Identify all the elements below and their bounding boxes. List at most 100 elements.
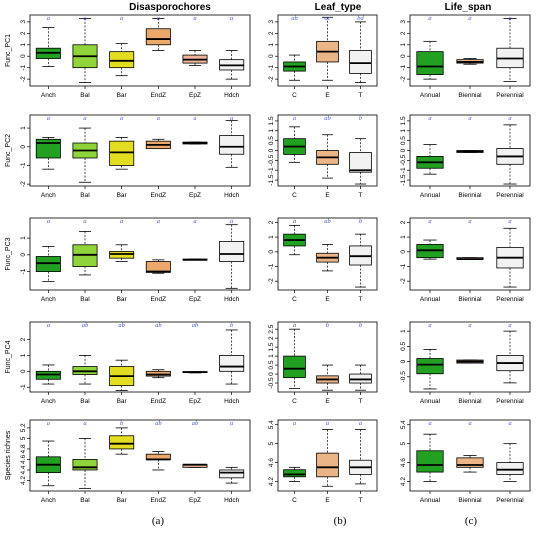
box-hdch: a Hdch	[219, 115, 245, 199]
x-tick-label: Bal	[80, 497, 90, 504]
significance-letter: a	[47, 15, 50, 22]
significance-letter: a	[293, 115, 296, 122]
y-tick-label: -2	[20, 181, 27, 187]
y-tick-label: 0.5	[268, 360, 275, 369]
y-tick-label: 0.5	[400, 136, 407, 145]
box-perennial: a Perennial	[496, 218, 524, 303]
box-perennial: a Perennial	[496, 115, 524, 199]
box-epz: ab EpZ	[182, 420, 208, 504]
x-tick-label: Anch	[41, 497, 56, 504]
panel-4-2: 4.2 4.6 5 5.4 a Annual a Biennial a Perennial	[400, 419, 531, 504]
y-tick-label: -1	[400, 263, 407, 269]
x-tick-label: Anch	[41, 192, 56, 199]
x-tick-label: EpZ	[189, 192, 201, 199]
y-tick-label: 4.8	[20, 444, 27, 453]
significance-letter: ab	[82, 322, 89, 329]
significance-letter: a	[157, 218, 160, 225]
box-t: bd T	[349, 15, 372, 99]
box-iqr	[316, 452, 339, 478]
x-tick-label: EndZ	[151, 192, 167, 199]
x-tick-label: Perennial	[496, 92, 524, 99]
significance-letter: a	[293, 218, 296, 225]
significance-letter: a	[157, 115, 160, 122]
significance-letter: a	[359, 420, 362, 427]
y-tick-label: 0	[20, 54, 27, 58]
y-tick-label: -2	[268, 278, 275, 284]
y-tick-label: -0.5	[400, 371, 407, 383]
y-tick-label: 1.5	[400, 116, 407, 125]
y-tick-label: 1	[20, 236, 27, 240]
box-perennial: a Perennial	[496, 322, 524, 405]
box-anch: a Anch	[35, 322, 61, 405]
y-tick-label: 4.6	[400, 458, 407, 467]
y-tick-label: 3	[268, 20, 275, 24]
box-epz: a EpZ	[182, 115, 208, 199]
box-biennial: a Biennial	[456, 115, 484, 199]
significance-letter: ab	[155, 420, 162, 427]
y-tick-label: 0	[268, 54, 275, 58]
y-tick-label: -2	[400, 76, 407, 82]
significance-letter: a	[468, 15, 471, 22]
significance-letter: a	[293, 322, 296, 329]
y-tick-label: 1	[268, 354, 275, 358]
box-anch: a Anch	[35, 218, 61, 303]
significance-letter: a	[428, 218, 431, 225]
y-tick-label: -1	[400, 64, 407, 70]
box-iqr	[416, 51, 444, 75]
significance-letter: b	[359, 218, 363, 225]
box-iqr	[416, 358, 444, 375]
y-tick-label: 1	[268, 129, 275, 133]
x-tick-label: Bar	[117, 92, 128, 99]
box-endz: a EndZ	[145, 115, 171, 199]
y-tick-label: -0.5	[400, 154, 407, 166]
box-bar: a Bar	[109, 218, 135, 303]
plot-frame	[29, 419, 251, 492]
plot-frame	[29, 321, 251, 393]
x-tick-label: EndZ	[151, 296, 167, 303]
x-tick-label: Perennial	[496, 192, 524, 199]
x-tick-label: Hdch	[224, 296, 240, 303]
box-hdch: a Hdch	[219, 420, 245, 504]
y-tick-label: -1	[268, 64, 275, 70]
significance-letter: ab	[155, 322, 162, 329]
box-biennial: a Biennial	[456, 218, 484, 303]
box-annual: a Annual	[416, 115, 444, 199]
plot-frame	[29, 14, 251, 87]
significance-letter: b	[359, 115, 363, 122]
panel-label-c: (c)	[465, 515, 478, 527]
x-tick-label: Hdch	[224, 192, 240, 199]
x-tick-label: EpZ	[189, 92, 201, 99]
significance-letter: a	[508, 15, 511, 22]
box-bar: a Bar	[109, 115, 135, 199]
significance-letter: a	[508, 218, 511, 225]
y-tick-label: 1	[268, 235, 275, 239]
y-tick-label: 2	[268, 220, 275, 224]
box-iqr	[109, 435, 135, 450]
y-tick-label: 4.2	[400, 477, 407, 486]
x-tick-label: T	[359, 296, 363, 303]
box-bal: ab Bal	[72, 322, 98, 405]
box-e: ab E	[316, 218, 339, 303]
x-tick-label: Annual	[420, 92, 441, 99]
box-iqr	[219, 469, 245, 479]
y-tick-label: 5	[20, 436, 27, 440]
box-endz: a EndZ	[145, 15, 171, 99]
significance-letter: a	[193, 218, 196, 225]
box-iqr	[35, 138, 61, 159]
x-tick-label: Annual	[420, 497, 441, 504]
significance-letter: a	[83, 15, 86, 22]
box-c: aC	[283, 115, 306, 199]
x-tick-label: EpZ	[189, 398, 201, 405]
x-tick-label: Bal	[80, 92, 90, 99]
x-tick-label: EndZ	[151, 92, 167, 99]
significance-letter: a	[83, 115, 86, 122]
box-annual: a Annual	[416, 218, 444, 303]
y-tick-label: 1.5	[268, 116, 275, 125]
box-perennial: a Perennial	[496, 420, 524, 504]
y-tick-label: -1	[268, 167, 275, 173]
y-tick-label: 2.5	[268, 324, 275, 333]
